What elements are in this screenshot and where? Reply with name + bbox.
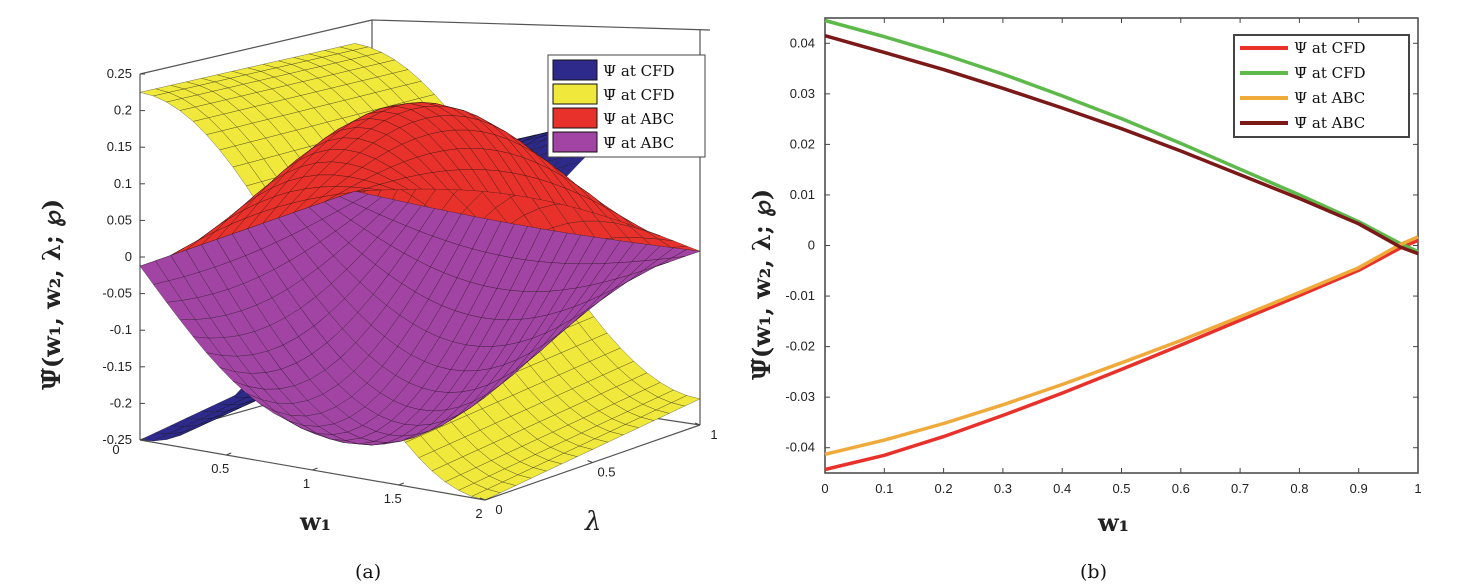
legend-a-swatch-psi-abc [552,107,598,129]
legend-b: Ψ at CFD Ψ̄ at CFD Ψ at ABC Ψ̄ at ABC [1233,34,1410,138]
b-xtick-label: 0.1 [875,481,893,496]
a-xtick-mark [226,452,232,456]
legend-a-label-psi-abc: Ψ at ABC [603,110,674,128]
b-ytick-label: -0.01 [785,288,815,303]
series-line-psibar-cfd [824,18,1419,254]
b-xtick-label: 0.8 [1290,481,1308,496]
w1-axis-label-a: w₁ [299,507,331,536]
a-ytick-mark [694,422,701,426]
legend-b-label-psi-abc: Ψ at ABC [1294,89,1365,107]
panel-a-ticks: -0.25 -0.2 -0.15 -0.1 -0.05 0 0.05 0.1 0.15 0.2 0.… [102,66,717,521]
a-ztick-label: 0.2 [114,103,132,118]
b-xtick-label: 0 [821,481,828,496]
psi-axis-label-b: Ψ̃(w₁, w₂, λ; ℘) [747,189,776,380]
a-xtick-label: 0 [112,442,119,457]
surface-psibar-abc [139,190,701,446]
caption-b: (b) [1080,561,1107,583]
a-ztick-label: -0.15 [102,359,132,374]
caption-a: (a) [355,561,381,583]
legend-a-swatch-psibar-abc [552,131,598,153]
a-xtick-label: 1.5 [384,491,402,506]
a-ytick-label: 0 [495,502,502,517]
a-ytick-label: 0.5 [597,465,615,480]
a-ytick-label: 1 [710,427,717,442]
legend-a-swatch-psi-cfd [552,59,598,81]
a-xtick-label: 2 [475,506,482,521]
surface-patch [139,260,169,285]
box-edge-back-top-right [371,19,711,31]
a-ztick-label: -0.05 [102,286,132,301]
b-xtick-label: 0.6 [1172,481,1190,496]
a-xtick-mark [398,482,404,486]
legend-a-label-psibar-cfd: Ψ̄ at CFD [603,86,675,104]
panel-b-series [824,18,1419,472]
a-ytick-mark [479,497,486,501]
legend-a-label-psibar-abc: Ψ̄ at ABC [603,134,674,152]
a-xtick-label: 0.5 [211,461,229,476]
b-xtick-label: 0.4 [1053,481,1071,496]
series-line-psi-abc [824,235,1419,457]
b-ytick-label: 0.03 [790,86,815,101]
a-ztick-label: -0.25 [102,432,132,447]
a-ztick-label: -0.2 [110,395,132,410]
surface-patch [139,432,170,442]
a-xtick-mark [139,437,146,441]
b-ytick-label: 0 [808,238,815,253]
a-ztick-label: 0 [125,249,132,264]
b-ytick-label: -0.02 [785,339,815,354]
panel-b-ticks: 0 0.1 0.2 0.3 0.4 0.5 0.6 0.7 0.8 0.9 1 -0.04 -0.03 -… [785,18,1422,496]
legend-a: Ψ at CFD Ψ̄ at CFD Ψ at ABC Ψ̄ at ABC [547,54,706,158]
w1-axis-label-b: w₁ [1097,508,1129,537]
panel-a-surface-plot: -0.25 -0.2 -0.15 -0.1 -0.05 0 0.05 0.1 0.15 0.2 0.… [37,19,718,583]
legend-b-label-psi-cfd: Ψ at CFD [1294,39,1366,57]
b-ytick-label: -0.04 [785,440,815,455]
lambda-axis-label: λ [584,507,601,537]
surface-patch [139,88,169,97]
a-ztick-label: 0.05 [107,212,132,227]
b-ytick-label: 0.04 [790,35,815,50]
a-xtick-label: 1 [303,476,310,491]
a-xtick-mark [312,467,318,471]
legend-b-label-psibar-abc: Ψ̄ at ABC [1294,114,1365,132]
a-ytick-mark [587,460,593,463]
series-line-psi-cfd [824,238,1419,472]
panel-b-line-plot: 0 0.1 0.2 0.3 0.4 0.5 0.6 0.7 0.8 0.9 1 -0.04 -0.03 -… [747,17,1422,583]
b-xtick-label: 1 [1414,481,1421,496]
b-ytick-label: 0.02 [790,136,815,151]
a-ztick-label: 0.25 [107,66,132,81]
b-ytick-label: 0.01 [790,187,815,202]
legend-b-box [1233,34,1410,138]
b-xtick-label: 0.9 [1350,481,1368,496]
box-edge-back-top [139,19,373,75]
a-xtick-mark [484,497,491,501]
a-ztick-label: -0.1 [110,322,132,337]
b-xtick-label: 0.5 [1112,481,1130,496]
a-ztick-label: 0.15 [107,139,132,154]
b-xtick-label: 0.2 [935,481,953,496]
series-line-psibar-abc [824,34,1419,256]
a-ztick-label: 0.1 [114,176,132,191]
b-ytick-label: -0.03 [785,389,815,404]
b-xtick-label: 0.3 [994,481,1012,496]
legend-a-label-psi-cfd: Ψ at CFD [603,62,675,80]
legend-b-label-psibar-cfd: Ψ̄ at CFD [1294,64,1366,82]
legend-a-swatch-psibar-cfd [552,83,598,105]
psi-axis-label-a: Ψ̃(w₁, w₂, λ; ℘) [37,199,66,390]
b-xtick-label: 0.7 [1231,481,1249,496]
